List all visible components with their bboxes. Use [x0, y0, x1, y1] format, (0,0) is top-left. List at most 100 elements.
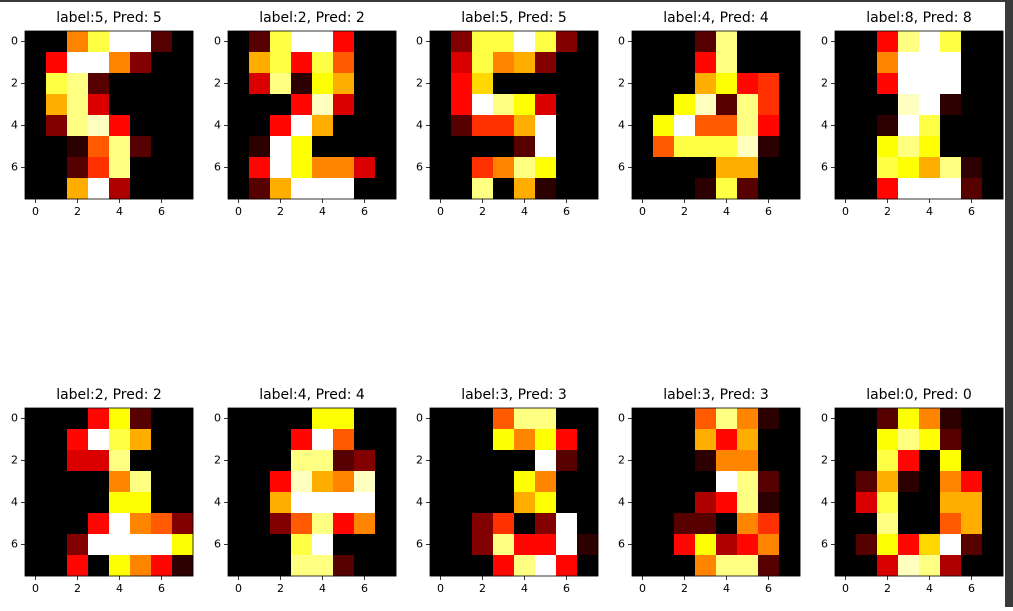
heatmap-cell	[46, 136, 68, 158]
heatmap-cell	[172, 157, 194, 179]
heatmap-cell	[312, 115, 334, 137]
x-tick-label: 4	[926, 582, 933, 595]
y-tick-label: 0	[618, 35, 625, 48]
heatmap-cell	[291, 534, 313, 556]
y-tick-label: 2	[416, 454, 423, 467]
heatmap-cell	[172, 513, 194, 535]
heatmap-cell	[172, 534, 194, 556]
heatmap-cell	[982, 94, 1004, 116]
heatmap-cell	[354, 555, 376, 577]
heatmap-cell	[451, 492, 473, 514]
heatmap-cell	[982, 31, 1004, 53]
heatmap-cell	[835, 471, 857, 493]
heatmap-cell	[333, 492, 355, 514]
heatmap-cell	[291, 492, 313, 514]
heatmap-cell	[577, 157, 599, 179]
heatmap-cell	[291, 136, 313, 158]
heatmap-cell	[67, 408, 89, 430]
heatmap-cell	[130, 178, 152, 200]
heatmap-cell	[109, 94, 131, 116]
heatmap-cell	[333, 94, 355, 116]
heatmap-cell	[375, 555, 397, 577]
heatmap-cell	[130, 94, 152, 116]
heatmap-cell	[514, 31, 536, 53]
heatmap-cell	[535, 73, 557, 95]
heatmap-cell	[291, 429, 313, 451]
heatmap-cell	[172, 429, 194, 451]
heatmap-cell	[67, 115, 89, 137]
heatmap-cell	[493, 73, 515, 95]
x-tick-label: 0	[842, 582, 849, 595]
heatmap-cell	[556, 450, 578, 472]
x-tick-label: 6	[361, 582, 368, 595]
heatmap-cell	[856, 52, 878, 74]
heatmap-cell	[430, 31, 452, 53]
heatmap-cell	[291, 31, 313, 53]
heatmap-cell	[556, 94, 578, 116]
heatmap-cell	[25, 471, 47, 493]
heatmap-cell	[961, 73, 983, 95]
heatmap-cell	[982, 492, 1004, 514]
heatmap-cell	[88, 471, 110, 493]
heatmap-cell	[919, 178, 941, 200]
heatmap-cell	[249, 94, 271, 116]
heatmap-cell	[451, 429, 473, 451]
heatmap-cell	[46, 429, 68, 451]
y-tick-label: 4	[821, 496, 828, 509]
heatmap-cell	[291, 408, 313, 430]
heatmap-cell	[835, 73, 857, 95]
heatmap-cell	[67, 157, 89, 179]
heatmap-cell	[982, 115, 1004, 137]
heatmap-cell	[577, 52, 599, 74]
y-tick-label: 2	[214, 454, 221, 467]
heatmap-cell	[312, 52, 334, 74]
heatmap-cell	[940, 471, 962, 493]
window-edge-top	[0, 0, 1013, 2]
heatmap-cell	[151, 450, 173, 472]
heatmap-cell	[151, 73, 173, 95]
heatmap-cell	[451, 471, 473, 493]
heatmap-cell	[291, 513, 313, 535]
heatmap-cell	[228, 492, 250, 514]
heatmap-cell	[493, 52, 515, 74]
x-tick-label: 2	[681, 582, 688, 595]
heatmap-cell	[674, 492, 696, 514]
heatmap-cell	[172, 94, 194, 116]
heatmap-cell	[291, 157, 313, 179]
heatmap-cell	[109, 115, 131, 137]
heatmap-cell	[940, 52, 962, 74]
heatmap-cell	[151, 94, 173, 116]
heatmap-cell	[695, 513, 717, 535]
heatmap-cell	[940, 31, 962, 53]
heatmap-cell	[779, 31, 801, 53]
heatmap-cell	[737, 31, 759, 53]
heatmap-cell	[919, 492, 941, 514]
heatmap-cell	[375, 408, 397, 430]
heatmap-cell	[333, 450, 355, 472]
heatmap-cell	[228, 450, 250, 472]
heatmap-cell	[919, 52, 941, 74]
heatmap-cell	[291, 178, 313, 200]
heatmap-cell	[779, 513, 801, 535]
heatmap-cell	[632, 136, 654, 158]
heatmap-cell	[25, 178, 47, 200]
heatmap-cell	[375, 534, 397, 556]
heatmap-cell	[940, 450, 962, 472]
heatmap-cell	[333, 31, 355, 53]
axes-frame	[429, 407, 599, 577]
heatmap-cell	[333, 52, 355, 74]
y-tick-label: 2	[618, 77, 625, 90]
heatmap-cell	[695, 115, 717, 137]
heatmap-cell	[653, 513, 675, 535]
heatmap-cell	[632, 534, 654, 556]
heatmap-cell	[46, 450, 68, 472]
heatmap-cell	[632, 429, 654, 451]
x-tick-label: 2	[479, 205, 486, 218]
heatmap-cell	[25, 555, 47, 577]
x-tick-label: 4	[723, 582, 730, 595]
window-edge-right	[1005, 0, 1013, 607]
heatmap-cell	[919, 136, 941, 158]
heatmap-cell	[674, 555, 696, 577]
heatmap-cell	[151, 178, 173, 200]
heatmap-cell	[653, 492, 675, 514]
